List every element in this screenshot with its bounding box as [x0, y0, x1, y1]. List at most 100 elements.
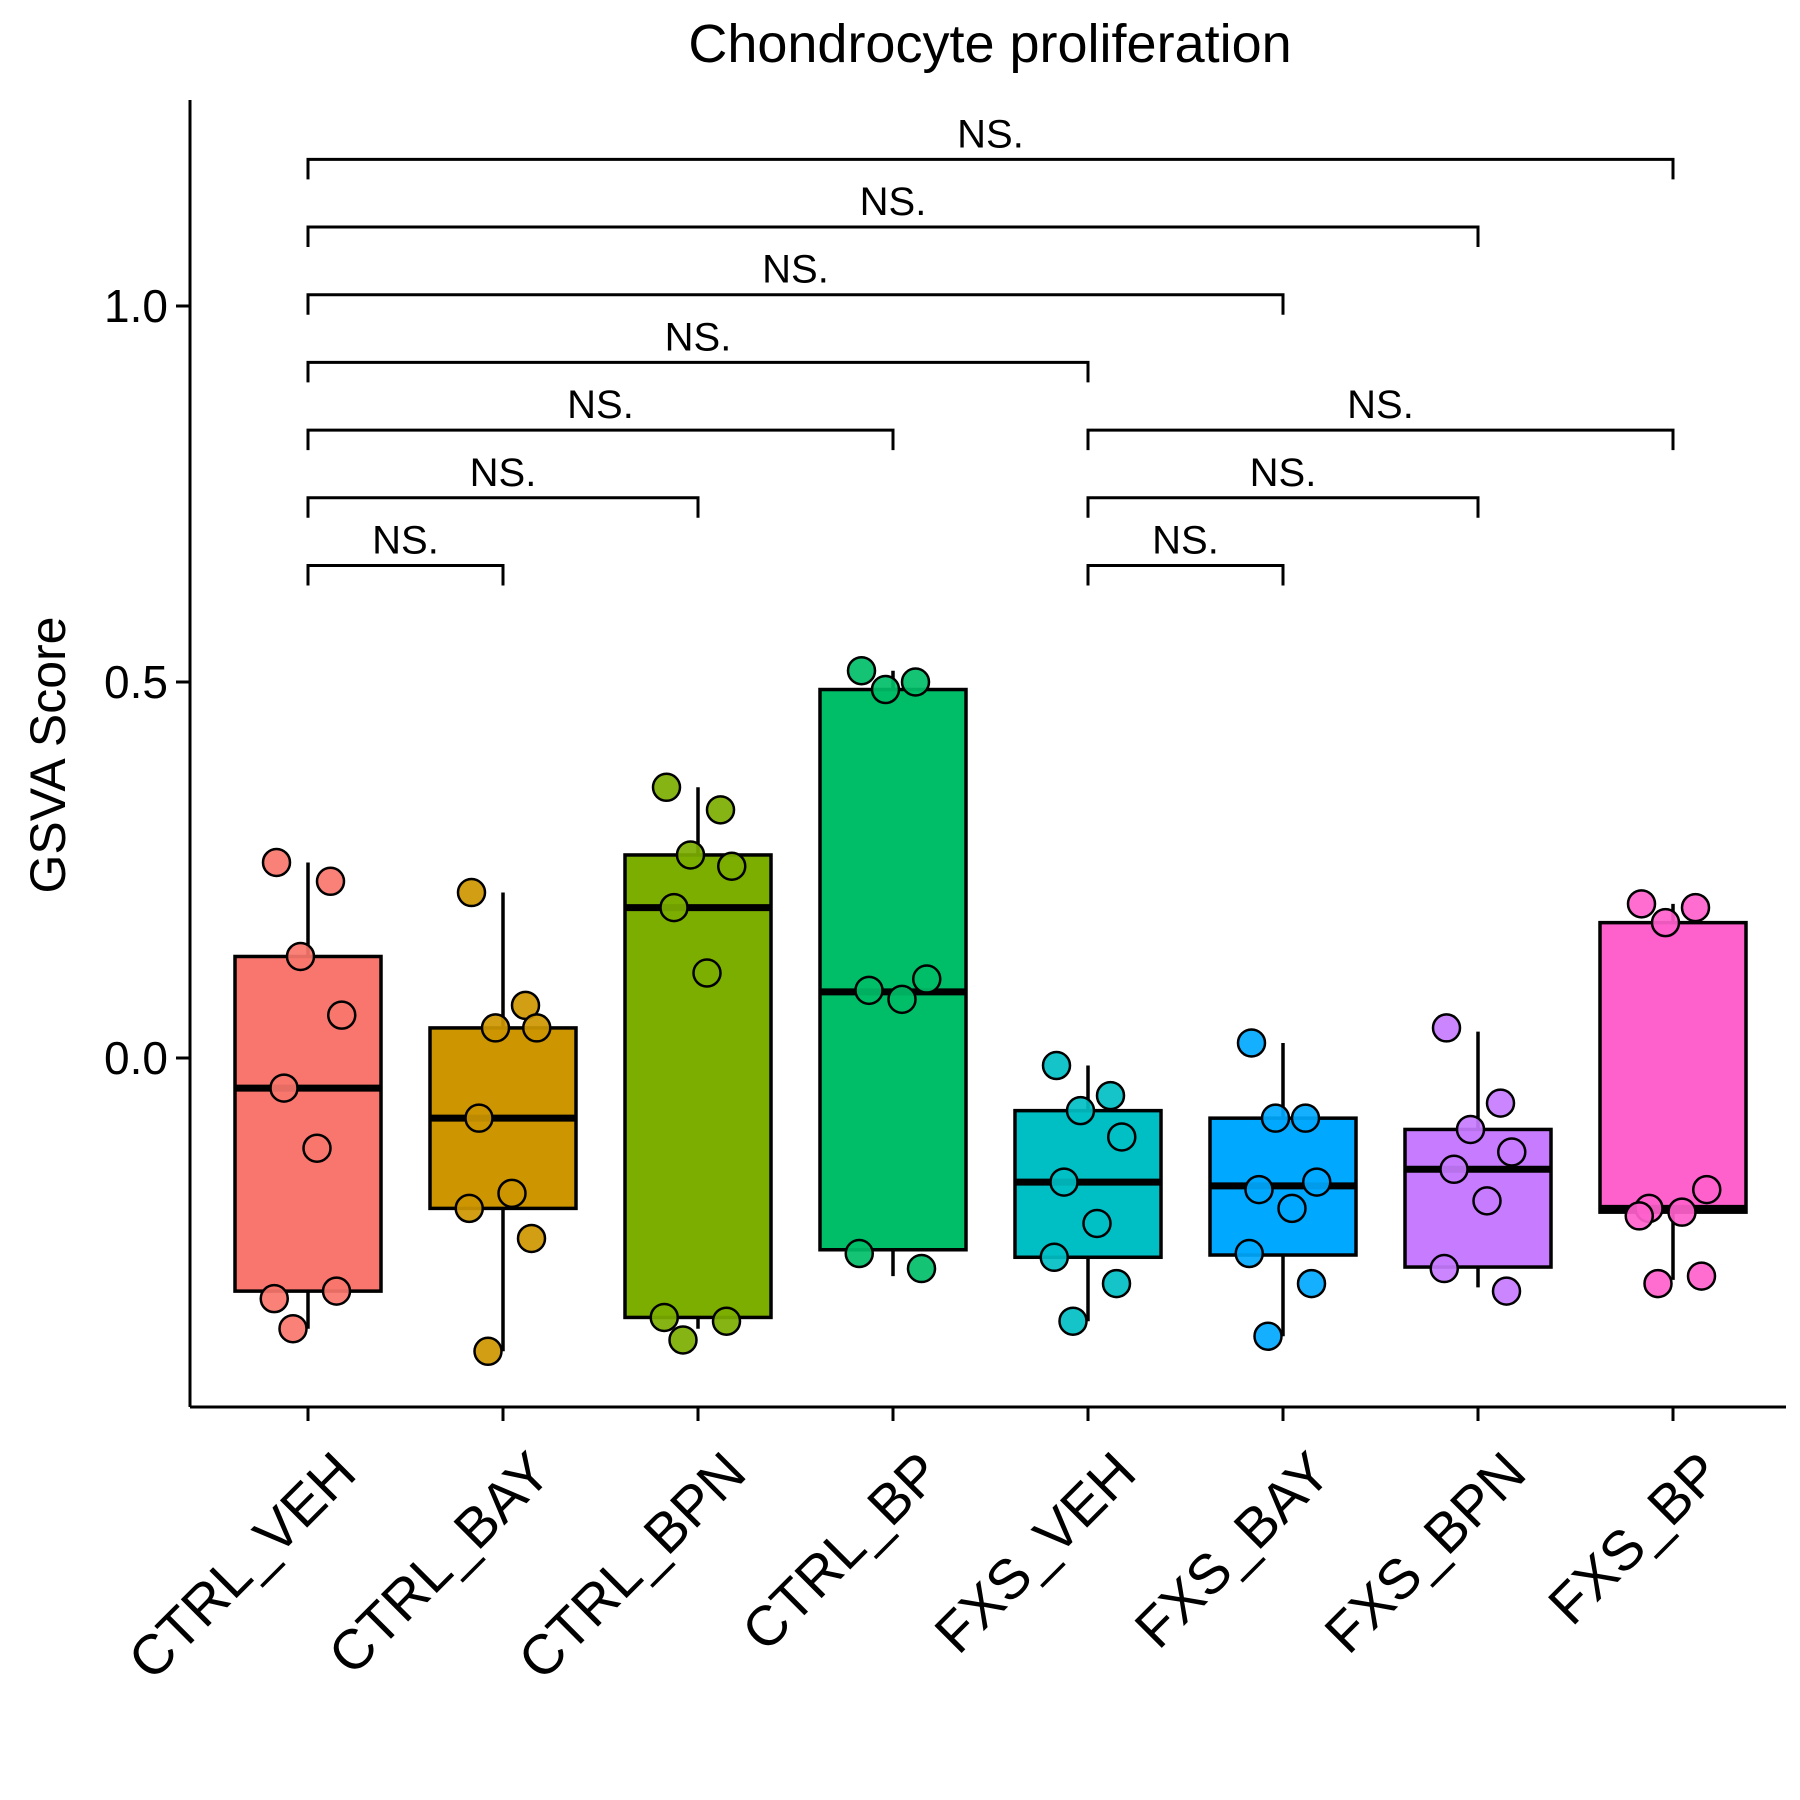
data-point: [906, 1253, 937, 1284]
data-point: [1253, 1321, 1283, 1351]
data-point: [912, 964, 942, 994]
data-point: [854, 975, 884, 1006]
data-point: [1439, 1154, 1469, 1185]
significance-label: NS.: [1152, 518, 1219, 562]
data-point: [1277, 1193, 1307, 1224]
data-point: [1244, 1174, 1274, 1205]
data-point: [870, 674, 901, 705]
data-point: [315, 866, 346, 897]
data-point: [1455, 1114, 1486, 1145]
box: [233, 954, 383, 1293]
comparison-bracket: [1086, 563, 1285, 586]
significance-label: NS.: [860, 180, 927, 224]
data-point: [1041, 1050, 1072, 1081]
data-point: [1236, 1028, 1267, 1058]
data-point: [285, 941, 316, 972]
data-point: [711, 1306, 742, 1336]
comparison-bracket: [1086, 496, 1480, 518]
data-point: [1429, 1253, 1459, 1284]
y-tick-label: 0.5: [104, 656, 168, 708]
data-point: [1686, 1261, 1717, 1291]
significance-label: NS.: [957, 112, 1024, 156]
data-point: [1431, 1013, 1462, 1043]
data-point: [1296, 1268, 1327, 1299]
box: [818, 687, 968, 1252]
significance-label: NS.: [567, 383, 634, 427]
data-point: [454, 1193, 484, 1224]
data-point: [1095, 1080, 1126, 1111]
x-tick-label: CTRL_BP: [730, 1440, 953, 1663]
data-point: [1485, 1088, 1516, 1118]
comparison-bracket: [306, 293, 1285, 315]
data-point: [1472, 1186, 1502, 1216]
box: [623, 853, 773, 1320]
data-point: [717, 851, 747, 881]
significance-label: NS.: [470, 451, 537, 495]
data-point: [1049, 1167, 1079, 1197]
data-point: [846, 655, 877, 686]
data-point: [1058, 1306, 1088, 1336]
data-point: [522, 1013, 552, 1043]
data-point: [261, 847, 292, 878]
chart-title: Chondrocyte proliferation: [688, 14, 1291, 74]
data-point: [705, 795, 736, 825]
data-point: [1101, 1268, 1132, 1299]
data-point: [1107, 1122, 1137, 1152]
x-tick-label: FXS_VEH: [922, 1440, 1147, 1665]
data-point: [302, 1133, 332, 1163]
data-point: [1624, 1201, 1654, 1231]
data-point: [497, 1178, 527, 1209]
data-point: [1667, 1197, 1697, 1227]
comparison-bracket: [306, 157, 1675, 180]
y-tick-label: 0.0: [104, 1032, 168, 1084]
data-point: [1302, 1167, 1332, 1197]
data-point: [269, 1073, 299, 1103]
data-point: [1692, 1174, 1722, 1205]
comparison-bracket: [306, 225, 1480, 248]
data-point: [651, 772, 682, 803]
data-point: [1680, 892, 1711, 923]
data-point: [456, 877, 487, 908]
comparison-bracket: [306, 563, 505, 586]
significance-label: NS.: [1250, 451, 1317, 495]
comparison-bracket: [306, 360, 1090, 383]
significance-label: NS.: [665, 315, 732, 359]
plot-area: 0.00.51.0CTRL_VEHCTRL_BAYCTRL_BPNCTRL_BP…: [104, 112, 1748, 1691]
data-point: [259, 1283, 289, 1314]
data-point: [844, 1238, 874, 1269]
data-point: [668, 1325, 698, 1355]
data-point: [1039, 1242, 1069, 1273]
comparison-bracket: [306, 428, 895, 451]
data-point: [1260, 1103, 1291, 1133]
data-point: [649, 1302, 679, 1333]
data-point: [659, 892, 689, 923]
data-point: [1650, 907, 1681, 938]
data-point: [1491, 1276, 1522, 1306]
y-axis-label: GSVA Score: [20, 617, 76, 894]
data-point: [1497, 1137, 1527, 1167]
box: [1598, 920, 1748, 1214]
x-tick-label: FXS_BAY: [1122, 1440, 1342, 1660]
comparison-bracket: [1086, 428, 1675, 451]
data-point: [278, 1313, 308, 1344]
significance-label: NS.: [762, 248, 829, 292]
data-point: [327, 1000, 357, 1030]
data-point: [321, 1276, 352, 1306]
data-point: [1290, 1103, 1321, 1133]
data-point: [692, 958, 722, 988]
data-point: [675, 840, 706, 870]
data-point: [1065, 1095, 1096, 1126]
data-point: [887, 984, 917, 1015]
data-point: [516, 1223, 547, 1254]
data-point: [464, 1103, 494, 1133]
data-point: [1626, 889, 1657, 919]
data-point: [473, 1336, 503, 1367]
data-point: [1082, 1208, 1112, 1239]
data-point: [480, 1013, 511, 1043]
significance-label: NS.: [372, 518, 439, 562]
data-point: [1234, 1238, 1264, 1269]
data-point: [1643, 1268, 1673, 1299]
data-point: [900, 667, 931, 697]
x-tick-label: FXS_BP: [1536, 1440, 1732, 1636]
